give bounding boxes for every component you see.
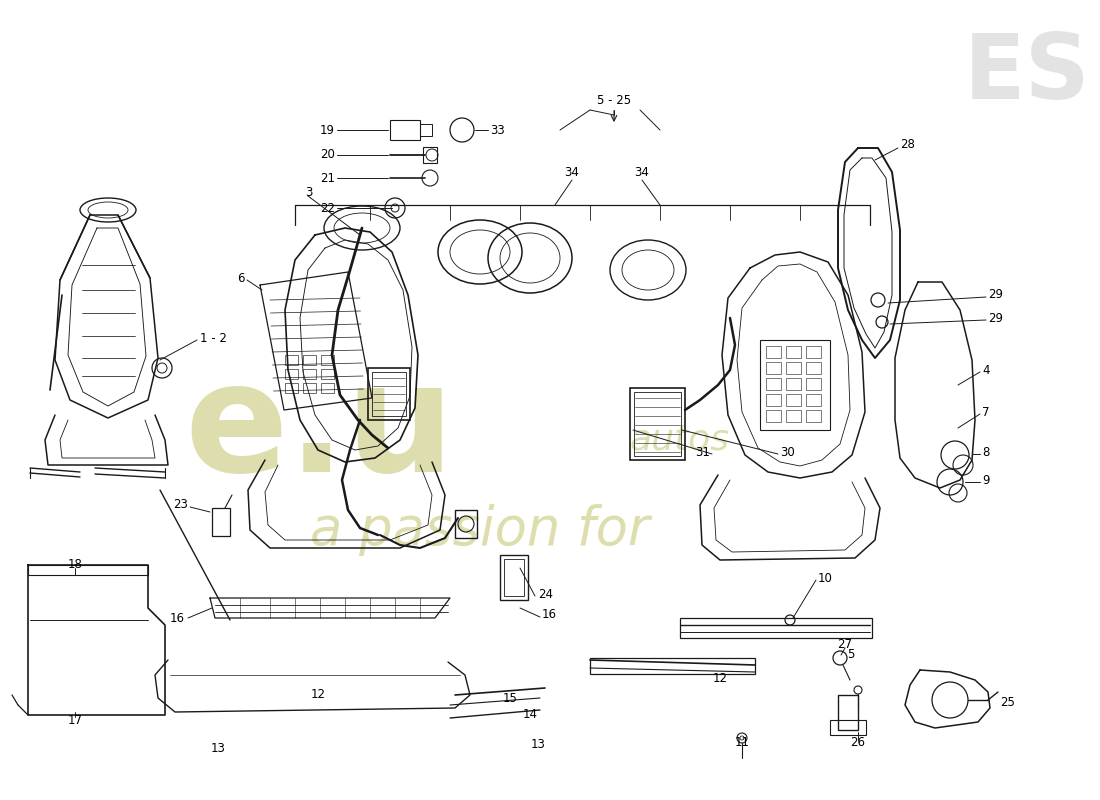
Text: autos: autos bbox=[630, 423, 730, 457]
Text: 15: 15 bbox=[503, 691, 517, 705]
Text: 9: 9 bbox=[982, 474, 990, 486]
Bar bbox=[786, 346, 801, 358]
Text: 24: 24 bbox=[538, 589, 553, 602]
Bar bbox=[302, 355, 316, 365]
Text: 14: 14 bbox=[522, 709, 538, 722]
Bar bbox=[321, 369, 334, 379]
Bar bbox=[285, 369, 298, 379]
Bar bbox=[285, 383, 298, 393]
Bar bbox=[766, 362, 781, 374]
Text: 34: 34 bbox=[635, 166, 649, 178]
Text: 23: 23 bbox=[173, 498, 188, 511]
Bar bbox=[590, 658, 755, 674]
Bar bbox=[766, 394, 781, 406]
Bar bbox=[806, 378, 821, 390]
Bar bbox=[760, 340, 830, 430]
Bar bbox=[634, 392, 681, 456]
Text: 34: 34 bbox=[564, 166, 580, 178]
Bar bbox=[838, 695, 858, 730]
Bar bbox=[390, 120, 420, 140]
Text: 28: 28 bbox=[900, 138, 915, 151]
Text: 19: 19 bbox=[320, 123, 336, 137]
Bar bbox=[786, 362, 801, 374]
Bar bbox=[806, 362, 821, 374]
Text: 7: 7 bbox=[982, 406, 990, 418]
Text: 26: 26 bbox=[850, 735, 866, 749]
Text: 22: 22 bbox=[320, 202, 336, 214]
Bar bbox=[766, 346, 781, 358]
Text: 31: 31 bbox=[695, 446, 710, 458]
Text: 6: 6 bbox=[238, 271, 245, 285]
Bar bbox=[786, 378, 801, 390]
Bar bbox=[321, 355, 334, 365]
Bar bbox=[630, 388, 685, 460]
Text: 16: 16 bbox=[170, 611, 185, 625]
Text: 10: 10 bbox=[818, 571, 833, 585]
Bar bbox=[806, 410, 821, 422]
Text: 29: 29 bbox=[988, 311, 1003, 325]
Bar bbox=[806, 346, 821, 358]
Text: 17: 17 bbox=[67, 714, 82, 726]
Bar bbox=[766, 410, 781, 422]
Text: 5 - 25: 5 - 25 bbox=[597, 94, 631, 106]
Bar bbox=[786, 394, 801, 406]
Bar bbox=[830, 720, 866, 735]
Text: 18: 18 bbox=[67, 558, 82, 571]
Text: 8: 8 bbox=[982, 446, 989, 458]
Bar bbox=[372, 372, 406, 416]
Text: 1 - 2: 1 - 2 bbox=[200, 331, 227, 345]
Text: 29: 29 bbox=[988, 289, 1003, 302]
Text: 4: 4 bbox=[982, 363, 990, 377]
Bar bbox=[302, 383, 316, 393]
Bar bbox=[504, 559, 524, 596]
Text: 13: 13 bbox=[210, 742, 225, 754]
Text: 13: 13 bbox=[530, 738, 546, 751]
Text: 12: 12 bbox=[310, 689, 326, 702]
Bar bbox=[680, 618, 872, 638]
Bar bbox=[424, 147, 437, 163]
Bar bbox=[28, 565, 148, 575]
Text: 30: 30 bbox=[780, 446, 794, 458]
Text: 33: 33 bbox=[490, 123, 505, 137]
Bar bbox=[806, 394, 821, 406]
Text: a passion for: a passion for bbox=[310, 504, 650, 556]
Text: e.u: e.u bbox=[185, 355, 455, 505]
Bar bbox=[285, 355, 298, 365]
Bar bbox=[455, 510, 477, 538]
Text: 27: 27 bbox=[837, 638, 852, 651]
Bar bbox=[321, 383, 334, 393]
Text: 16: 16 bbox=[542, 609, 557, 622]
Bar bbox=[368, 368, 410, 420]
Text: 3: 3 bbox=[305, 186, 312, 198]
Bar bbox=[420, 124, 432, 136]
Bar bbox=[786, 410, 801, 422]
Text: ES: ES bbox=[964, 30, 1090, 118]
Text: 21: 21 bbox=[320, 171, 336, 185]
Bar bbox=[500, 555, 528, 600]
Text: 12: 12 bbox=[713, 671, 727, 685]
Text: 25: 25 bbox=[1000, 695, 1015, 709]
Text: 5: 5 bbox=[848, 649, 855, 662]
Bar bbox=[212, 508, 230, 536]
Text: 20: 20 bbox=[320, 149, 336, 162]
Bar bbox=[302, 369, 316, 379]
Text: 11: 11 bbox=[735, 735, 749, 749]
Bar bbox=[766, 378, 781, 390]
